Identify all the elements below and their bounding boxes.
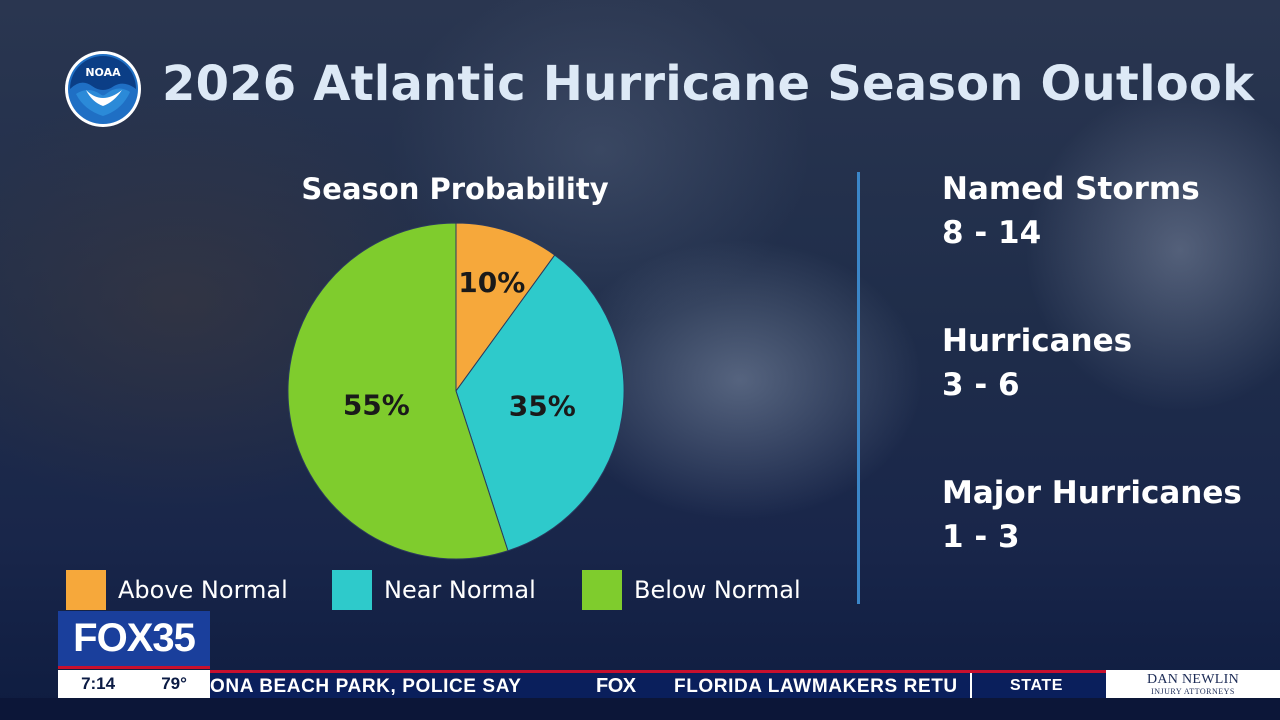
- news-ticker: ONA BEACH PARK, POLICE SAY FOX FLORIDA L…: [210, 670, 1280, 698]
- temperature: 79°: [161, 674, 187, 693]
- stat-named-storms: Named Storms 8 - 14: [942, 168, 1262, 320]
- time-temp-box: 7:14 79°: [58, 670, 210, 698]
- legend-label: Below Normal: [634, 576, 801, 604]
- pie-data-label: 35%: [509, 390, 576, 423]
- pie-data-label: 10%: [458, 266, 525, 299]
- clock-time: 7:14: [81, 674, 116, 693]
- legend-swatch: [582, 570, 622, 610]
- sponsor-badge: DAN NEWLIN INJURY ATTORNEYS: [1106, 670, 1280, 698]
- stat-value: 3 - 6: [942, 367, 1020, 403]
- pie-slice-near-normal: [455, 254, 625, 552]
- legend-swatch: [66, 570, 106, 610]
- chart-legend: Above Normal Near Normal Below Normal: [66, 570, 826, 614]
- sponsor-subtitle: INJURY ATTORNEYS: [1151, 686, 1235, 696]
- stat-hurricanes: Hurricanes 3 - 6: [942, 320, 1262, 472]
- ticker-fox-logo: FOX: [596, 675, 636, 697]
- legend-item: Near Normal: [332, 570, 536, 610]
- page-title: 2026 Atlantic Hurricane Season Outlook: [162, 56, 1255, 112]
- stat-value: 8 - 14: [942, 215, 1042, 251]
- noaa-logo-icon: NOAA: [65, 51, 141, 127]
- stats-panel: Named Storms 8 - 14 Hurricanes 3 - 6 Maj…: [942, 168, 1262, 624]
- channel-logo-text: FOX35: [73, 616, 196, 660]
- sponsor-name: DAN NEWLIN: [1146, 671, 1240, 687]
- pie-data-label: 55%: [343, 389, 410, 422]
- pie-chart: 10% 35% 55%: [287, 222, 625, 560]
- ticker-separator: [970, 673, 972, 698]
- ticker-state: STATE: [1010, 677, 1064, 694]
- legend-item: Below Normal: [582, 570, 801, 610]
- stat-label: Named Storms: [942, 171, 1200, 207]
- stat-label: Major Hurricanes: [942, 475, 1242, 511]
- vertical-divider: [857, 172, 860, 604]
- bottom-strip: [0, 698, 1280, 720]
- noaa-logo-text: NOAA: [85, 66, 121, 79]
- channel-logo: FOX35: [58, 611, 210, 669]
- stat-value: 1 - 3: [942, 519, 1020, 555]
- legend-swatch: [332, 570, 372, 610]
- pie-slice-above-normal: [455, 222, 556, 393]
- pie-slice-below-normal: [287, 222, 509, 560]
- legend-item: Above Normal: [66, 570, 288, 610]
- chart-title: Season Probability: [301, 172, 609, 206]
- legend-label: Near Normal: [384, 576, 536, 604]
- stat-label: Hurricanes: [942, 323, 1133, 359]
- ticker-headline: FLORIDA LAWMAKERS RETU: [674, 676, 958, 697]
- legend-label: Above Normal: [118, 576, 288, 604]
- stat-major-hurricanes: Major Hurricanes 1 - 3: [942, 472, 1262, 624]
- ticker-headline: ONA BEACH PARK, POLICE SAY: [210, 676, 522, 697]
